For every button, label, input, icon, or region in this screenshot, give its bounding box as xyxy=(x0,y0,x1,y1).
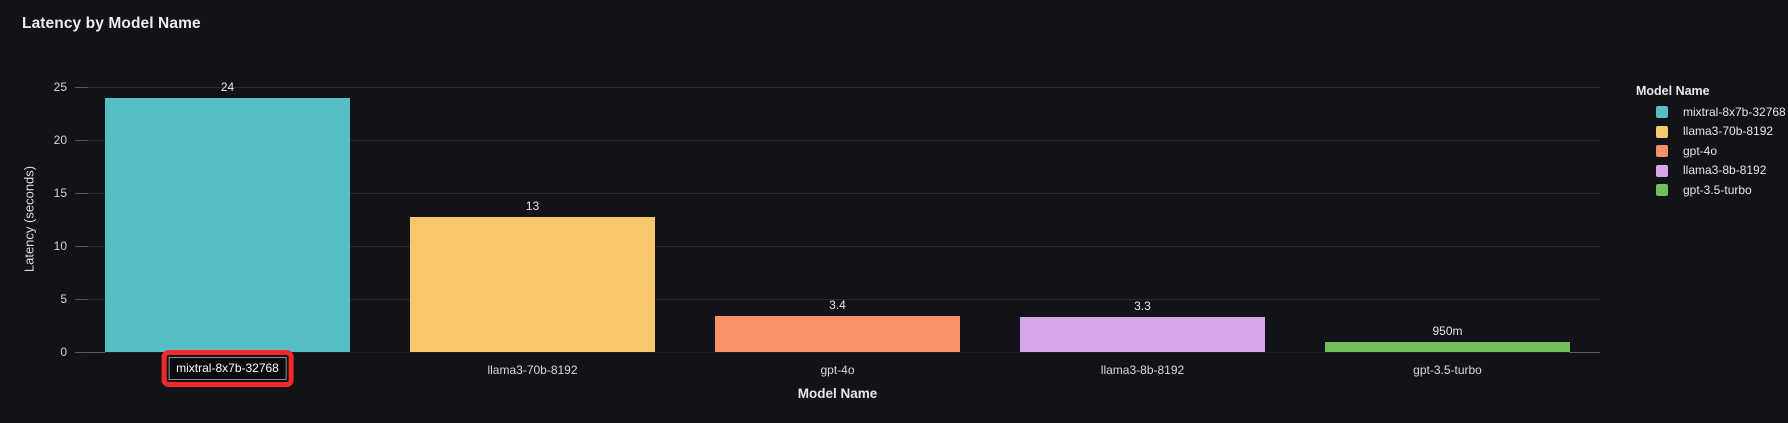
legend-items: mixtral-8x7b-32768 llama3-70b-8192 gpt-4o l… xyxy=(1636,104,1786,197)
x-tick-label-highlighted[interactable]: mixtral-8x7b-32768 xyxy=(168,357,287,380)
x-tick-label: llama3-8b-8192 xyxy=(1100,363,1185,377)
x-tick-label: gpt-4o xyxy=(820,363,855,377)
y-tick-label: 0 xyxy=(60,345,67,359)
panel-title: Latency by Model Name xyxy=(22,15,201,32)
gridline-20 xyxy=(75,140,1600,141)
legend-swatch-icon xyxy=(1656,106,1668,118)
x-axis-baseline xyxy=(75,352,1600,353)
x-tick-label: llama3-70b-8192 xyxy=(487,363,578,377)
y-tick-label: 25 xyxy=(53,80,67,94)
x-axis-line-segment xyxy=(75,352,105,353)
highlight-box: mixtral-8x7b-32768 xyxy=(161,350,294,387)
legend-item-label: llama3-70b-8192 xyxy=(1683,124,1774,138)
legend-swatch-icon xyxy=(1656,184,1668,196)
legend-swatch-icon xyxy=(1656,164,1668,177)
legend-swatch-icon xyxy=(1656,125,1668,138)
legend-item-label: llama3-8b-8192 xyxy=(1683,163,1767,177)
y-tick-label: 15 xyxy=(53,186,67,200)
bar-value-label: 950m xyxy=(1432,323,1463,338)
x-tick-label: gpt-3.5-turbo xyxy=(1413,363,1482,377)
bar-value-label: 3.3 xyxy=(1134,299,1151,314)
legend-swatch-icon xyxy=(1656,145,1668,157)
y-tick-label: 10 xyxy=(53,239,67,253)
bar-gpt-3.5-turbo[interactable] xyxy=(1325,341,1570,352)
legend-item-gpt-4o[interactable]: gpt-4o xyxy=(1636,143,1786,158)
bar-value-label: 24 xyxy=(220,79,235,94)
legend-title: Model Name xyxy=(1636,84,1710,98)
gridline-25 xyxy=(75,87,1600,88)
y-tick-mark xyxy=(75,87,88,88)
legend-item-label: mixtral-8x7b-32768 xyxy=(1683,104,1786,119)
bar-value-label: 3.4 xyxy=(829,297,846,312)
bar-value-label: 13 xyxy=(525,199,540,214)
bar-gpt-4o[interactable] xyxy=(715,315,960,352)
legend-item-gpt-3.5-turbo[interactable]: gpt-3.5-turbo xyxy=(1636,182,1786,197)
legend-item-label: gpt-4o xyxy=(1683,143,1718,158)
y-tick-mark xyxy=(75,299,88,300)
legend: Model Name mixtral-8x7b-32768 llama3-70b-… xyxy=(1636,84,1786,204)
y-tick-mark xyxy=(75,193,88,194)
legend-item-llama3-8b-8192[interactable]: llama3-8b-8192 xyxy=(1636,163,1786,177)
y-tick-mark xyxy=(75,246,88,247)
bar-llama3-8b-8192[interactable] xyxy=(1020,317,1265,352)
y-axis-title: Latency (seconds) xyxy=(21,165,37,273)
gridline-5 xyxy=(75,299,1600,300)
legend-item-llama3-70b-8192[interactable]: llama3-70b-8192 xyxy=(1636,124,1786,138)
gridline-10 xyxy=(75,246,1600,247)
highlight-annotation: mixtral-8x7b-32768 xyxy=(161,350,294,387)
legend-item-mixtral-8x7b-32768[interactable]: mixtral-8x7b-32768 xyxy=(1636,104,1786,119)
bar-mixtral-8x7b-32768[interactable] xyxy=(105,97,350,352)
x-axis-line-segment xyxy=(1569,352,1600,353)
y-tick-label: 5 xyxy=(60,292,67,306)
y-tick-label: 20 xyxy=(53,133,67,147)
bar-llama3-70b-8192[interactable] xyxy=(410,217,655,352)
gridline-15 xyxy=(75,193,1600,194)
y-tick-mark xyxy=(75,352,88,353)
legend-item-label: gpt-3.5-turbo xyxy=(1683,182,1752,197)
x-axis-title: Model Name xyxy=(797,386,878,401)
y-tick-mark xyxy=(75,140,88,141)
